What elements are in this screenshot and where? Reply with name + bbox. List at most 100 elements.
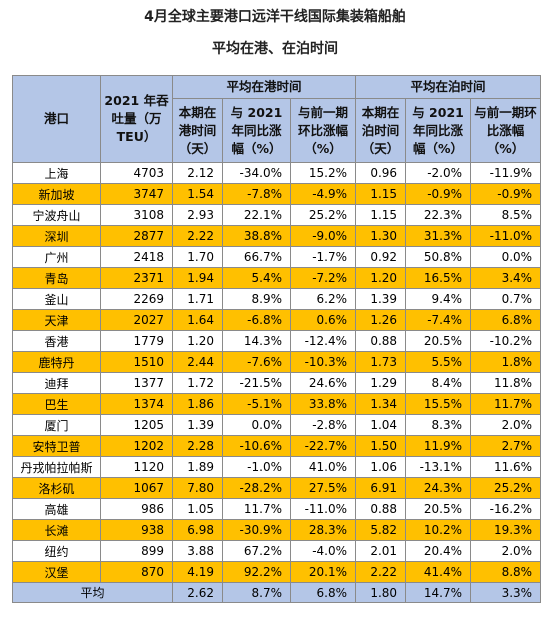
table-cell: 8.9% — [222, 288, 291, 310]
table-cell: -30.9% — [222, 519, 291, 541]
table-cell: 8.4% — [405, 372, 472, 394]
table-cell: 11.9% — [405, 435, 472, 457]
table-cell: 1.64 — [172, 309, 223, 331]
table-cell: 38.8% — [222, 225, 291, 247]
table-cell: -1.7% — [289, 246, 357, 268]
table-cell: 宁波舟山 — [12, 204, 101, 226]
table-cell: 16.5% — [405, 267, 472, 289]
table-cell: 2.62 — [172, 582, 223, 603]
table-cell: 鹿特丹 — [12, 351, 101, 373]
table-cell: 1.26 — [355, 309, 407, 331]
table-row: 丹戎帕拉帕斯 1120 1.89 -1.0% 41.0% 1.06 -13.1% 11.6% — [12, 456, 542, 478]
table-cell: 纽约 — [12, 540, 101, 562]
table-cell: -0.9% — [405, 183, 472, 205]
table-cell: 3108 — [100, 204, 173, 226]
title: 4月全球主要港口远洋干线国际集装箱船舶 — [144, 9, 406, 25]
table-cell: -10.3% — [289, 351, 357, 373]
table-cell: 汉堡 — [12, 561, 101, 583]
table-cell: 1.39 — [172, 414, 223, 436]
table-cell: 6.8% — [289, 582, 357, 603]
table-row: 汉堡 870 4.19 92.2% 20.1% 2.22 41.4% 8.8% — [12, 561, 542, 583]
table-cell: 1.05 — [172, 498, 223, 520]
table-cell: 1.34 — [355, 393, 407, 415]
table-cell: 20.5% — [405, 498, 472, 520]
table-cell: 1.30 — [355, 225, 407, 247]
table-cell: 深圳 — [12, 225, 101, 247]
table-cell: 15.5% — [405, 393, 472, 415]
table-cell: 1.80 — [355, 582, 407, 603]
table-cell: 14.3% — [222, 330, 291, 352]
table-cell: -28.2% — [222, 477, 291, 499]
table-cell: 香港 — [12, 330, 101, 352]
table-cell: 10.2% — [405, 519, 472, 541]
table-cell: 20.5% — [405, 330, 472, 352]
table-cell: 2.0% — [470, 540, 542, 562]
header-cell: 与 2021 年同比涨幅（%） — [405, 98, 472, 163]
table-cell: -4.0% — [289, 540, 357, 562]
table-cell: 9.4% — [405, 288, 472, 310]
table-cell: -7.4% — [405, 309, 472, 331]
table-row: 上海 4703 2.12 -34.0% 15.2% 0.96 -2.0% -11.9% — [12, 162, 542, 184]
table-cell: 1120 — [100, 456, 173, 478]
table-cell: 2269 — [100, 288, 173, 310]
table-cell: -16.2% — [470, 498, 542, 520]
table-cell: 1.54 — [172, 183, 223, 205]
table-cell: 8.3% — [405, 414, 472, 436]
table-cell: 1.73 — [355, 351, 407, 373]
table-cell: 釜山 — [12, 288, 101, 310]
table-cell: -21.5% — [222, 372, 291, 394]
header-cell: 与前一期环比涨幅（%） — [289, 98, 357, 163]
table-cell: 4703 — [100, 162, 173, 184]
table-row: 新加坡 3747 1.54 -7.8% -4.9% 1.15 -0.9% -0.9% — [12, 183, 542, 205]
table-row: 厦门 1205 1.39 0.0% -2.8% 1.04 8.3% 2.0% — [12, 414, 542, 436]
table-cell: 1.20 — [172, 330, 223, 352]
header-row: 本期在港时间（天）与 2021 年同比涨幅（%） 与前一期环比涨幅（%） 本期在泊时… — [13, 98, 542, 163]
table-cell: -1.0% — [222, 456, 291, 478]
table-row: 安特卫普 1202 2.28 -10.6% -22.7% 1.50 11.9% 2.7% — [12, 435, 542, 457]
table-cell: 0.0% — [222, 414, 291, 436]
table-cell: 25.2% — [470, 477, 542, 499]
table-cell: -10.2% — [470, 330, 542, 352]
table-cell: 7.80 — [172, 477, 223, 499]
table-cell: -11.9% — [470, 162, 542, 184]
table-cell: -10.6% — [222, 435, 291, 457]
table-cell: -12.4% — [289, 330, 357, 352]
table-cell: 2027 — [100, 309, 173, 331]
table-cell: 1.71 — [172, 288, 223, 310]
table-cell: 平均 — [12, 582, 173, 603]
table-cell: 安特卫普 — [12, 435, 101, 457]
table-cell: 1.15 — [355, 183, 407, 205]
table-cell: -5.1% — [222, 393, 291, 415]
table-cell: -2.0% — [405, 162, 472, 184]
table-cell: 11.7% — [470, 393, 542, 415]
table-cell: -11.0% — [470, 225, 542, 247]
table-row: 迪拜 1377 1.72 -21.5% 24.6% 1.29 8.4% 11.8% — [12, 372, 542, 394]
table-cell: 1.06 — [355, 456, 407, 478]
table-cell: -4.9% — [289, 183, 357, 205]
table-cell: 20.4% — [405, 540, 472, 562]
table-cell: 广州 — [12, 246, 101, 268]
table-cell: 6.98 — [172, 519, 223, 541]
header-cell: 本期在港时间（天） — [172, 98, 223, 163]
table-row: 广州 2418 1.70 66.7% -1.7% 0.92 50.8% 0.0% — [12, 246, 542, 268]
table-cell: 1.89 — [172, 456, 223, 478]
table-cell: -34.0% — [222, 162, 291, 184]
table-cell: 上海 — [12, 162, 101, 184]
table-cell: 2.44 — [172, 351, 223, 373]
table-cell: -7.8% — [222, 183, 291, 205]
table-row: 高雄 986 1.05 11.7% -11.0% 0.88 20.5% -16.2% — [12, 498, 542, 520]
table-cell: 41.4% — [405, 561, 472, 583]
table-cell: 3.3% — [470, 582, 542, 603]
table-cell: 2418 — [100, 246, 173, 268]
table-cell: 5.82 — [355, 519, 407, 541]
table-cell: 1.39 — [355, 288, 407, 310]
header-group: 平均在泊时间 — [355, 75, 542, 99]
table: 港口 2021 年吞吐量（万 TEU） 平均在港时间 平均在泊时间 本期在港时间… — [12, 75, 542, 603]
table-cell: 2.7% — [470, 435, 542, 457]
table-cell: 0.88 — [355, 498, 407, 520]
table-cell: 2.93 — [172, 204, 223, 226]
table-cell: 2371 — [100, 267, 173, 289]
table-cell: -22.7% — [289, 435, 357, 457]
table-row: 香港 1779 1.20 14.3% -12.4% 0.88 20.5% -10.2% — [12, 330, 542, 352]
table-cell: 1202 — [100, 435, 173, 457]
